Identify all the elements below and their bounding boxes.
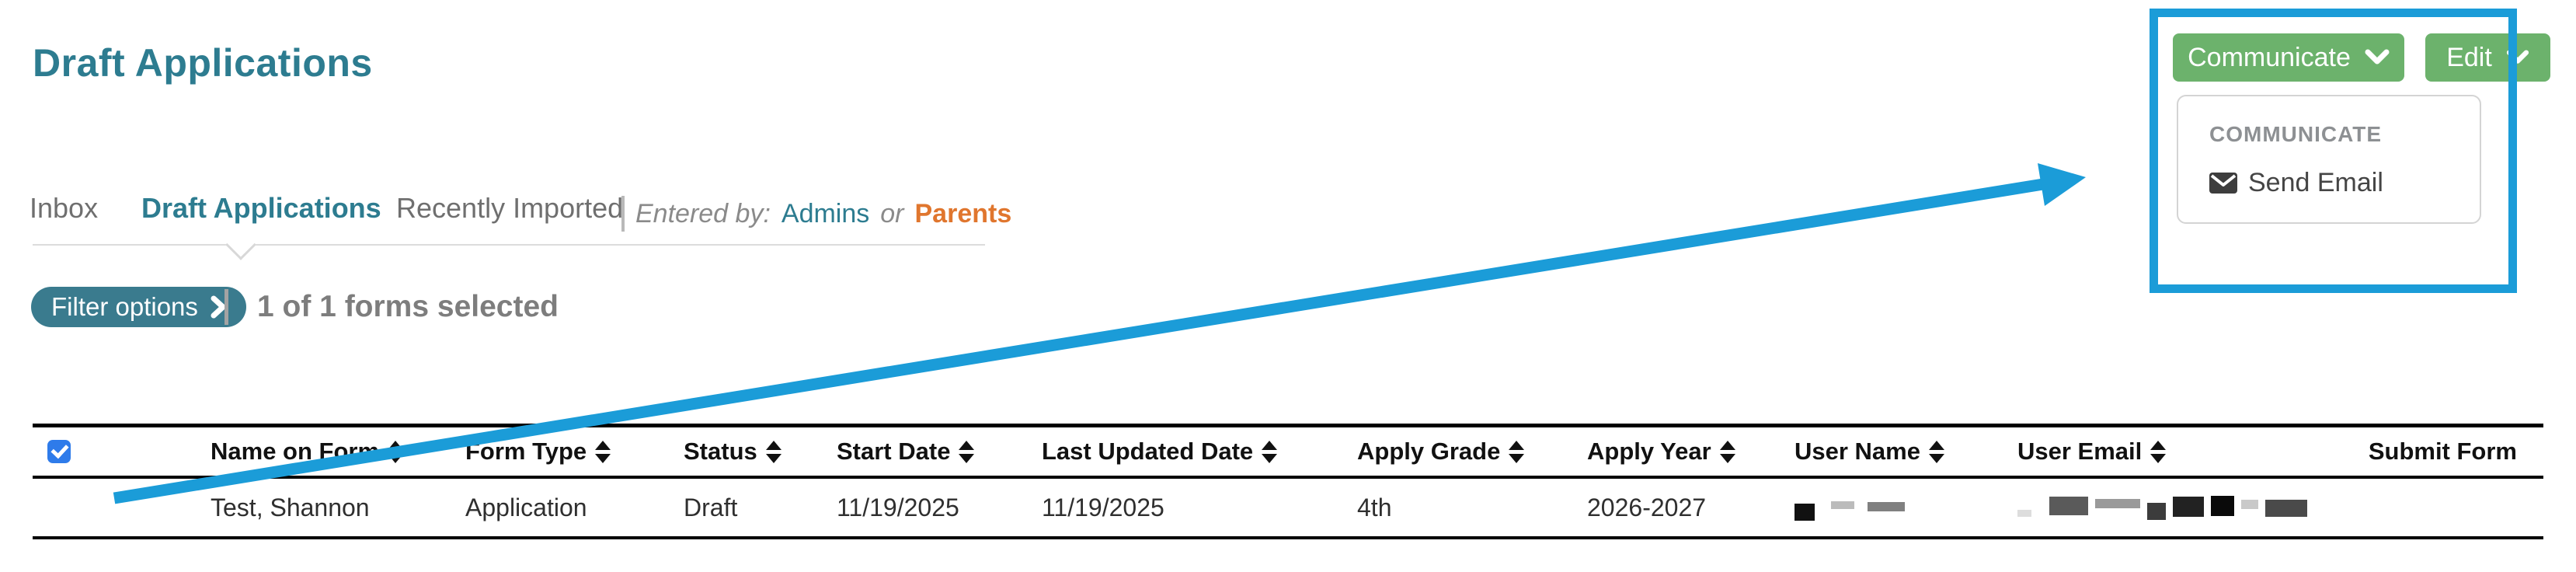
selection-summary: 1 of 1 forms selected — [257, 290, 559, 323]
cell-last-updated-date: 11/19/2025 — [1042, 493, 1164, 521]
active-tab-notch — [225, 229, 256, 260]
sort-icon — [1262, 440, 1278, 463]
tab-divider-line — [33, 244, 985, 246]
sort-icon — [388, 440, 404, 463]
cell-user-name-redacted — [1794, 494, 2017, 521]
tab-recently-imported[interactable]: Recently Imported — [396, 192, 624, 224]
col-status[interactable]: Status — [684, 438, 837, 466]
communicate-button[interactable]: Communicate — [2173, 33, 2404, 82]
entered-by-admins: Admins — [781, 198, 870, 228]
col-last-updated-date[interactable]: Last Updated Date — [1042, 438, 1357, 466]
edit-button[interactable]: Edit — [2425, 33, 2550, 82]
entered-by-legend: Entered by: Admins or Parents — [621, 196, 1011, 232]
filter-options-button[interactable]: Filter options — [31, 287, 246, 327]
col-name-on-form[interactable]: Name on Form — [211, 438, 465, 466]
sort-icon — [1928, 440, 1944, 463]
cell-form-type: Application — [465, 493, 587, 521]
table-row[interactable]: Test, Shannon Application Draft 11/19/20… — [33, 479, 2543, 539]
cell-user-email-redacted — [2017, 495, 2331, 520]
cell-status: Draft — [684, 493, 738, 521]
col-form-type[interactable]: Form Type — [465, 438, 684, 466]
cell-apply-grade: 4th — [1357, 493, 1392, 521]
select-all-checkbox[interactable] — [47, 440, 71, 463]
envelope-icon — [2209, 173, 2237, 194]
tab-inbox[interactable]: Inbox — [30, 192, 99, 224]
col-user-email[interactable]: User Email — [2017, 438, 2331, 466]
tab-draft-applications[interactable]: Draft Applications — [141, 192, 381, 224]
sort-icon — [595, 440, 611, 463]
sort-icon — [1509, 440, 1525, 463]
cell-apply-year: 2026-2027 — [1587, 493, 1707, 521]
sort-icon — [2150, 440, 2167, 463]
cell-start-date: 11/19/2025 — [837, 493, 959, 521]
chevron-down-icon — [2506, 50, 2529, 64]
col-submit-form: Submit Form — [2368, 438, 2517, 465]
col-start-date[interactable]: Start Date — [837, 438, 1042, 466]
col-apply-grade[interactable]: Apply Grade — [1357, 438, 1587, 466]
entered-by-parents: Parents — [914, 198, 1012, 228]
forms-table: Name on Form Form Type Status Start Date… — [33, 424, 2543, 539]
sort-icon — [959, 440, 975, 463]
menu-item-send-email[interactable]: Send Email — [2209, 168, 2383, 198]
page-title: Draft Applications — [33, 41, 373, 85]
communicate-dropdown-panel: COMMUNICATE Send Email — [2177, 95, 2481, 224]
menu-section-label: COMMUNICATE — [2209, 122, 2383, 146]
select-all-cell — [33, 440, 211, 463]
chevron-right-icon — [211, 295, 226, 319]
sort-icon — [1719, 440, 1735, 463]
cell-name-on-form: Test, Shannon — [211, 493, 370, 521]
col-apply-year[interactable]: Apply Year — [1587, 438, 1794, 466]
chevron-down-icon — [2365, 49, 2390, 65]
col-user-name[interactable]: User Name — [1794, 438, 2017, 466]
filter-options-label: Filter options — [51, 292, 198, 321]
entered-by-label: Entered by: — [635, 198, 771, 228]
legend-divider — [621, 196, 625, 232]
entered-by-or: or — [880, 198, 904, 228]
table-header-row: Name on Form Form Type Status Start Date… — [33, 424, 2543, 479]
sort-icon — [765, 440, 782, 463]
filter-divider — [225, 289, 228, 325]
